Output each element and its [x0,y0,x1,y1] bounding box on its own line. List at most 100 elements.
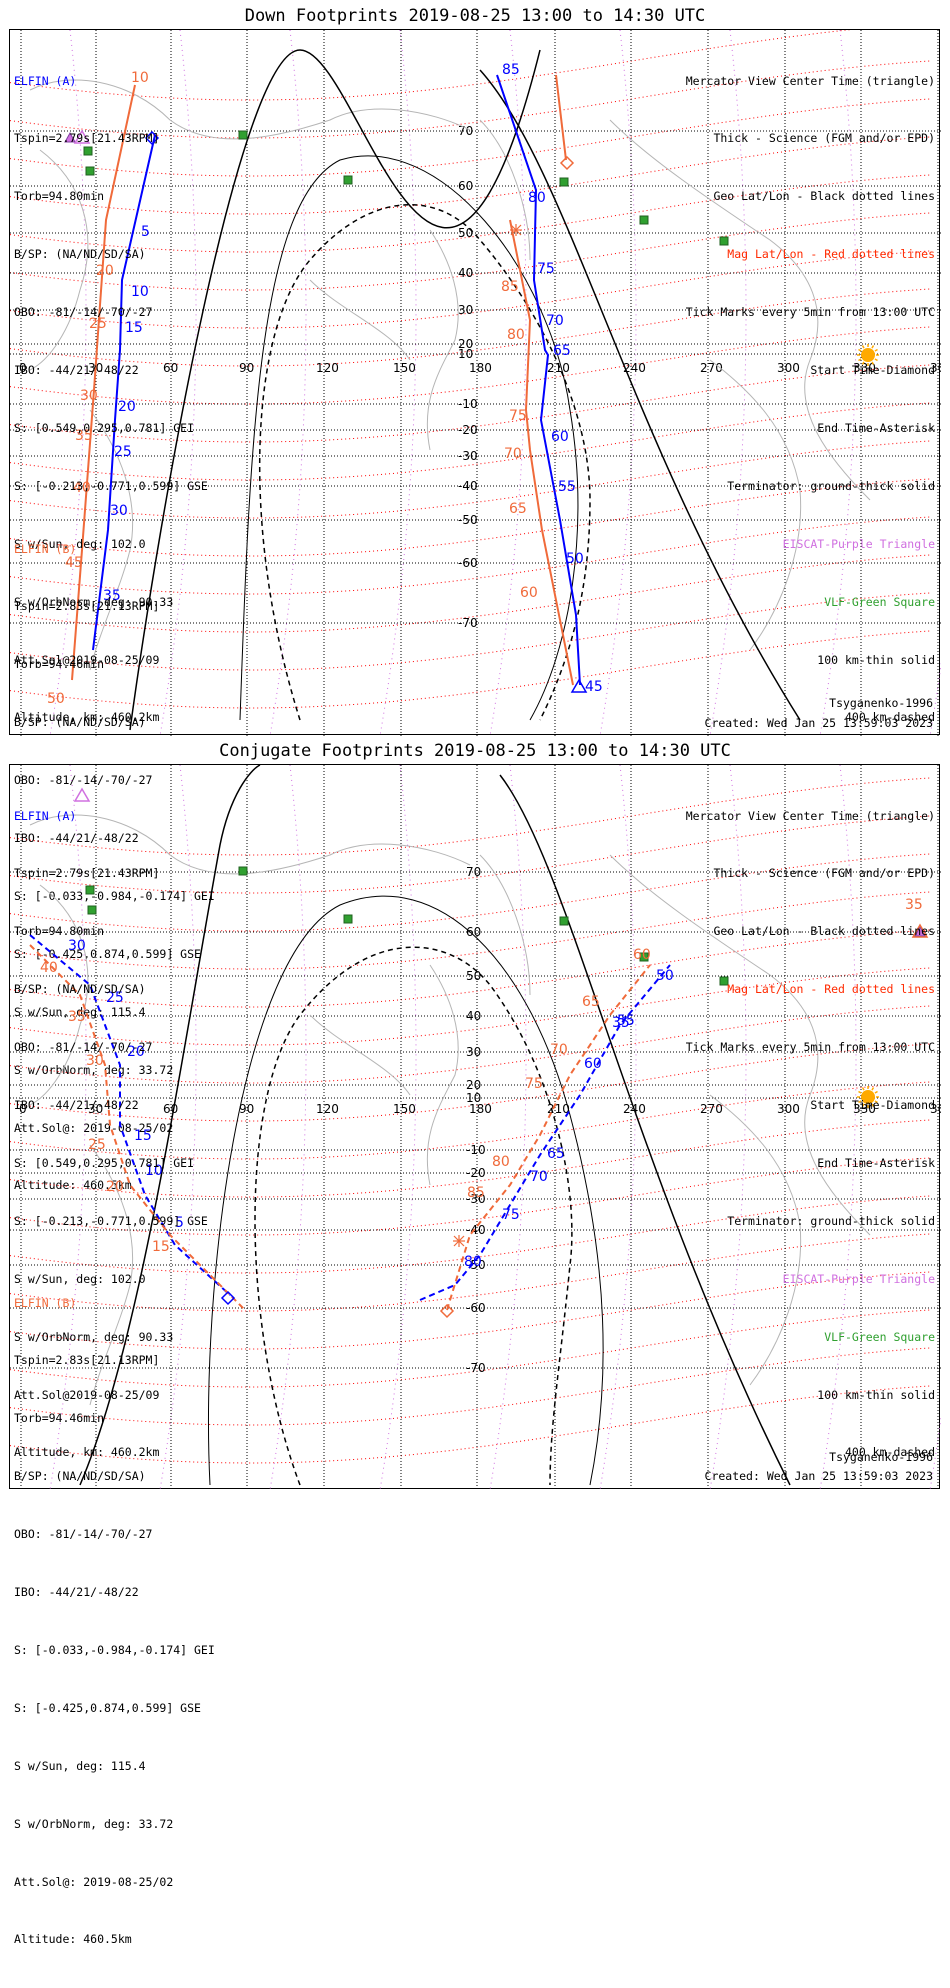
terminator-curve [479,69,801,721]
lat-tick-label: -10 [466,1143,486,1157]
elfin-b-track-tick-label: 25 [89,316,107,332]
lat-tick-label: -60 [458,556,478,570]
coastline [426,229,459,451]
vlf-station-square [639,215,649,225]
elfin-a-track [29,934,231,1296]
elfin-b-track-tick-label: 10 [131,70,149,86]
lon-tick-label: 90 [239,1102,254,1116]
elfin-a-track-tick-label: 60 [551,429,569,445]
legend-line: Thick - Science (FGM and/or EPD) [713,866,935,881]
elfin-a-track-tick-label: 10 [131,284,149,300]
elfin-b-label: ELFIN (B) [14,1295,77,1310]
lon-tick-label: 330 [853,361,876,375]
sun-ray [861,1087,865,1091]
terminator-curve [79,765,261,1486]
elfin-a-track-tick-label: 55 [558,479,576,495]
lon-tick-label: 60 [163,361,178,375]
info-line: S w/Sun, deg: 102.0 [14,536,146,551]
elfin-b-track [71,84,136,681]
elfin-a-track [92,134,156,651]
vlf-station-square [238,130,248,140]
lat-tick-label: 50 [466,969,481,983]
elfin-a-track-tick-label: 55 [617,1013,635,1029]
info-line: IBO: -44/21/-48/22 [14,1098,139,1113]
center-triangle [73,787,91,802]
lat-tick-label: -30 [458,449,478,463]
info-line: IBO: -44/21/-48/22 [14,363,139,378]
model-label: Tsyganenko-1996 [829,696,933,710]
lat-tick-label: 10 [466,1091,481,1105]
legend-conjugate: Mercator View Center Time (triangle) Thi… [686,768,935,1501]
lat-tick-label: 40 [466,1009,481,1023]
elfin-b-track-tick-label: 35 [68,1009,86,1025]
elfin-b-track-tick-label: 85 [467,1185,485,1201]
lat-tick-label: 50 [458,226,473,240]
info-line: Tspin=2.83s[21.13RPM] [14,599,160,614]
terminator-curve [499,774,791,1486]
sun-ray [871,345,875,349]
legend-line: 400 km-dashed [844,1445,935,1460]
lon-tick-label: 360 [930,361,941,375]
elfin-b-track-tick-label: 45 [65,555,83,571]
info-line: S w/Sun, deg: 102.0 [14,1271,146,1286]
info-line: Torb=94.80min [14,924,105,939]
elfin-b-track-tick-label: 80 [492,1154,510,1170]
sun-ray [871,361,875,365]
elfin-b-track-tick-label: 40 [40,960,58,976]
coastline [479,854,531,996]
legend-line: Terminator: ground-thick solid [727,478,935,493]
vlf-station-square [343,175,353,185]
created-label: Created: Wed Jan 25 13:59:03 2023 [704,716,933,730]
info-line: S: [-0.213,-0.771,0.599] GSE [14,1213,208,1228]
info-line: Att.Sol@: 2019-08-25/02 [14,1874,174,1889]
info-line: B/SP: (NA/ND/SD/SA) [14,715,146,730]
info-line: S w/OrbNorm, deg: 90.33 [14,1329,174,1344]
lat-tick-label: 20 [458,337,473,351]
info-line: Torb=94.46min [14,1411,105,1426]
elfin-b-info-conjugate: ELFIN (B) Tspin=2.83s[21.13RPM] Torb=94.… [14,1255,215,1988]
lat-tick-label: 30 [466,1045,481,1059]
panel-title-down: Down Footprints 2019-08-25 13:00 to 14:3… [244,6,706,26]
mag-lon-line [269,30,307,736]
center-triangle [570,678,588,693]
sun-ray [861,345,865,349]
elfin-a-track-tick-label: 25 [114,444,132,460]
elfin-b-track-tick-label: 80 [507,327,525,343]
legend-line: Mercator View Center Time (triangle) [685,73,935,88]
sun-ray [871,1087,875,1091]
legend-line: 100 km-thin solid [817,652,935,667]
lon-tick-label: 300 [777,361,800,375]
elfin-b-track-tick-label: 60 [633,947,651,963]
end-asterisk [453,1235,465,1247]
legend-line: Mercator View Center Time (triangle) [685,808,935,823]
elfin-a-track-tick-label: 20 [127,1044,145,1060]
lon-tick-label: 0 [19,361,27,375]
mag-lon-line [269,765,307,1490]
elfin-b-track [29,944,246,1311]
elfin-a-track-tick-label: 5 [141,224,150,240]
elfin-a-track-tick-label: 75 [537,261,555,277]
lon-tick-label: 300 [777,1102,800,1116]
info-line: OBO: -81/-14/-70/-27 [14,1040,153,1055]
mag-lon-line [599,30,637,736]
sun-ray [874,1090,878,1094]
legend-line: Geo Lat/Lon - Black dotted lines [713,924,935,939]
lat-tick-label: -20 [458,423,478,437]
coastline [309,1014,411,1096]
vlf-station-square [559,916,569,926]
coastline [479,119,531,261]
lat-tick-label: 60 [466,925,481,939]
elfin-a-track-tick-label: 30 [110,503,128,519]
legend-line: Mag Lat/Lon - Red dotted lines [727,982,935,997]
elfin-b-track-tick-label: 15 [152,1239,170,1255]
mag-lon-line [49,30,87,736]
info-line: Att.Sol@: 2019-08-25/02 [14,1120,174,1135]
lon-tick-label: 270 [700,1102,723,1116]
eiscat-triangle [64,131,76,143]
elfin-b-label: ELFIN (B) [14,541,77,556]
center-triangle [73,129,91,144]
lat-tick-label: -20 [466,1166,486,1180]
footprint-400km-curve [254,946,573,1486]
lat-tick-label: 20 [466,1078,481,1092]
lat-tick-label: -10 [458,397,478,411]
